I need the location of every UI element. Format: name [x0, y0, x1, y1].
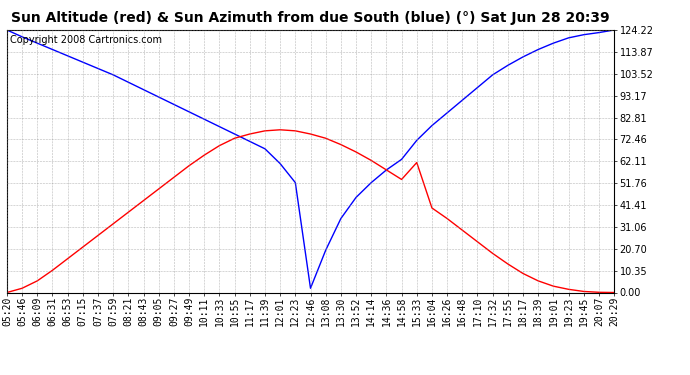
Text: Sun Altitude (red) & Sun Azimuth from due South (blue) (°) Sat Jun 28 20:39: Sun Altitude (red) & Sun Azimuth from du…: [11, 11, 610, 25]
Text: Copyright 2008 Cartronics.com: Copyright 2008 Cartronics.com: [10, 35, 162, 45]
